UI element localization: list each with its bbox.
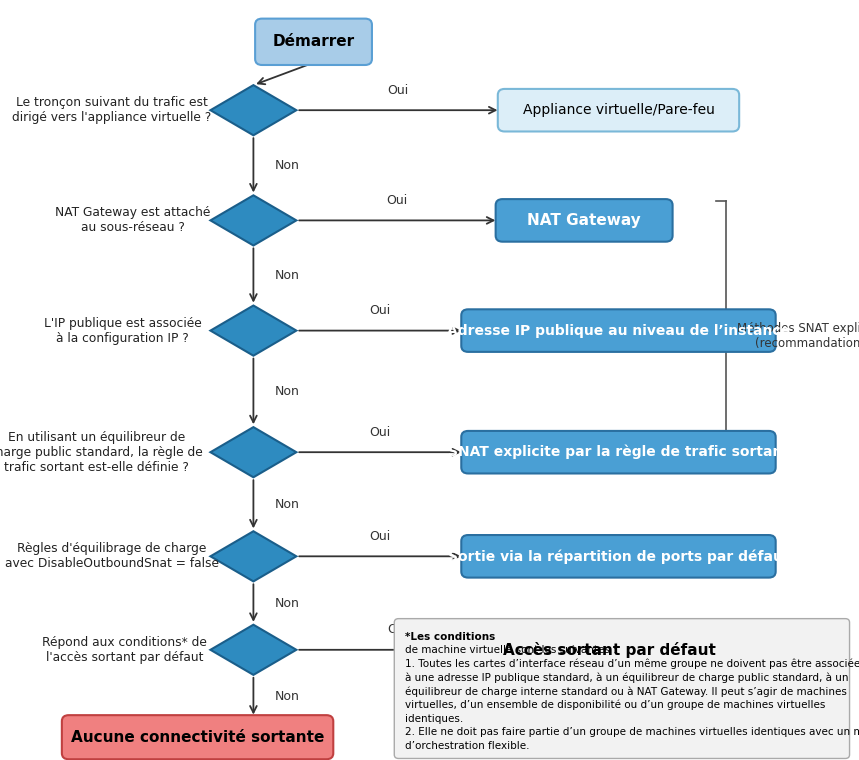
Polygon shape (210, 531, 296, 581)
Text: Méthodes SNAT explicites
(recommandations): Méthodes SNAT explicites (recommandation… (737, 322, 859, 350)
Text: Oui: Oui (387, 84, 409, 97)
FancyBboxPatch shape (62, 715, 333, 759)
Text: Oui: Oui (369, 530, 391, 543)
Text: de machine virtuelle sont les suivantes :: de machine virtuelle sont les suivantes … (405, 645, 618, 655)
Text: à une adresse IP publique standard, à un équilibreur de charge public standard, : à une adresse IP publique standard, à un… (405, 673, 849, 683)
Text: Adresse IP publique au niveau de l’instance: Adresse IP publique au niveau de l’insta… (447, 324, 790, 337)
Text: Accès sortant par défaut: Accès sortant par défaut (503, 641, 716, 658)
FancyBboxPatch shape (498, 629, 722, 671)
FancyBboxPatch shape (461, 309, 776, 352)
Text: 2. Elle ne doit pas faire partie d’un groupe de machines virtuelles identiques a: 2. Elle ne doit pas faire partie d’un gr… (405, 727, 859, 737)
Text: Le tronçon suivant du trafic est
dirigé vers l'appliance virtuelle ?: Le tronçon suivant du trafic est dirigé … (12, 97, 211, 124)
Text: Répond aux conditions* de
l'accès sortant par défaut: Répond aux conditions* de l'accès sortan… (42, 636, 207, 663)
Text: L'IP publique est associée
à la configuration IP ?: L'IP publique est associée à la configur… (44, 317, 202, 344)
Text: équilibreur de charge interne standard ou à NAT Gateway. Il peut s’agir de machi: équilibreur de charge interne standard o… (405, 686, 847, 697)
Text: NAT Gateway est attaché
au sous-réseau ?: NAT Gateway est attaché au sous-réseau ? (56, 207, 210, 234)
Text: Non: Non (275, 385, 300, 398)
Text: Sortie via la répartition de ports par défaut: Sortie via la répartition de ports par d… (448, 549, 789, 564)
Text: Non: Non (275, 498, 300, 511)
Text: identiques.: identiques. (405, 714, 464, 724)
Text: Non: Non (275, 159, 300, 172)
Text: NAT Gateway: NAT Gateway (527, 213, 641, 228)
Polygon shape (210, 625, 296, 675)
Text: En utilisant un équilibreur de
charge public standard, la règle de
trafic sortan: En utilisant un équilibreur de charge pu… (0, 431, 203, 473)
Text: *Les conditions: *Les conditions (405, 632, 496, 641)
Text: Non: Non (275, 689, 300, 703)
Polygon shape (210, 195, 296, 245)
Text: d’orchestration flexible.: d’orchestration flexible. (405, 741, 530, 751)
Text: 1. Toutes les cartes d’interface réseau d’un même groupe ne doivent pas être ass: 1. Toutes les cartes d’interface réseau … (405, 659, 859, 670)
FancyBboxPatch shape (496, 199, 673, 242)
FancyBboxPatch shape (461, 535, 776, 578)
Text: Oui: Oui (369, 426, 391, 439)
Text: Oui: Oui (369, 304, 391, 317)
Text: Règles d'équilibrage de charge
avec DisableOutboundSnat = false: Règles d'équilibrage de charge avec Disa… (4, 543, 219, 570)
Text: Aucune connectivité sortante: Aucune connectivité sortante (71, 730, 324, 745)
Text: Démarrer: Démarrer (272, 34, 355, 49)
Polygon shape (210, 427, 296, 477)
Text: Non: Non (275, 269, 300, 282)
Text: Oui: Oui (387, 623, 409, 636)
Text: SNAT explicite par la règle de trafic sortant: SNAT explicite par la règle de trafic so… (448, 445, 789, 460)
FancyBboxPatch shape (498, 89, 739, 131)
FancyBboxPatch shape (461, 431, 776, 473)
Polygon shape (210, 306, 296, 356)
FancyBboxPatch shape (255, 19, 372, 65)
Text: Appliance virtuelle/Pare-feu: Appliance virtuelle/Pare-feu (522, 103, 715, 117)
Polygon shape (210, 85, 296, 135)
FancyBboxPatch shape (394, 619, 850, 758)
Text: Oui: Oui (387, 194, 408, 207)
Text: virtuelles, d’un ensemble de disponibilité ou d’un groupe de machines virtuelles: virtuelles, d’un ensemble de disponibili… (405, 700, 825, 711)
Text: Non: Non (275, 597, 300, 610)
